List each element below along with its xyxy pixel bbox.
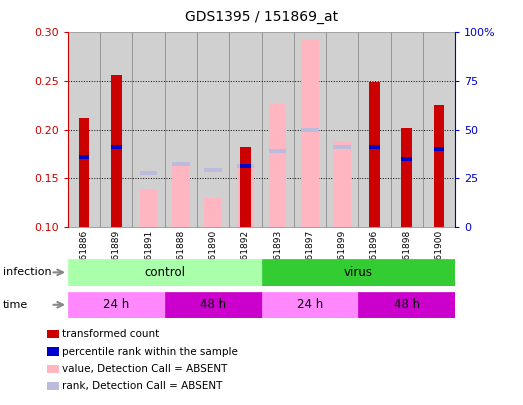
- Bar: [333, 145, 351, 149]
- Text: 24 h: 24 h: [297, 298, 323, 311]
- Bar: [100, 32, 132, 227]
- Bar: [262, 259, 455, 286]
- Bar: [240, 147, 251, 227]
- Bar: [165, 32, 197, 227]
- Text: infection: infection: [3, 267, 51, 277]
- Bar: [204, 168, 222, 173]
- Bar: [358, 32, 391, 227]
- Bar: [401, 128, 412, 227]
- Bar: [326, 32, 358, 227]
- Bar: [434, 147, 444, 151]
- Text: control: control: [144, 266, 185, 279]
- Bar: [172, 164, 190, 227]
- Bar: [140, 171, 157, 175]
- Bar: [333, 141, 351, 227]
- Bar: [301, 128, 319, 132]
- Bar: [369, 145, 380, 149]
- Bar: [369, 82, 380, 227]
- Bar: [358, 292, 455, 318]
- Bar: [391, 32, 423, 227]
- Text: value, Detection Call = ABSENT: value, Detection Call = ABSENT: [62, 364, 227, 374]
- Text: virus: virus: [344, 266, 373, 279]
- Bar: [236, 164, 254, 168]
- Bar: [262, 292, 358, 318]
- Bar: [236, 166, 254, 227]
- Text: transformed count: transformed count: [62, 329, 159, 339]
- Bar: [301, 40, 319, 227]
- Bar: [111, 75, 122, 227]
- Text: 48 h: 48 h: [394, 298, 419, 311]
- Bar: [269, 104, 287, 227]
- Bar: [165, 292, 262, 318]
- Bar: [269, 149, 287, 153]
- Bar: [68, 292, 165, 318]
- Bar: [204, 198, 222, 227]
- Bar: [294, 32, 326, 227]
- Text: 48 h: 48 h: [200, 298, 226, 311]
- Bar: [132, 32, 165, 227]
- Bar: [401, 157, 412, 161]
- Text: GDS1395 / 151869_at: GDS1395 / 151869_at: [185, 10, 338, 24]
- Text: time: time: [3, 300, 28, 309]
- Bar: [434, 105, 444, 227]
- Bar: [79, 118, 89, 227]
- Bar: [229, 32, 262, 227]
- Bar: [68, 259, 262, 286]
- Bar: [68, 32, 100, 227]
- Bar: [240, 164, 251, 168]
- Bar: [197, 32, 229, 227]
- Bar: [79, 155, 89, 159]
- Text: rank, Detection Call = ABSENT: rank, Detection Call = ABSENT: [62, 382, 222, 391]
- Text: percentile rank within the sample: percentile rank within the sample: [62, 347, 237, 356]
- Bar: [111, 145, 122, 149]
- Bar: [172, 162, 190, 166]
- Bar: [423, 32, 455, 227]
- Text: 24 h: 24 h: [103, 298, 130, 311]
- Bar: [262, 32, 294, 227]
- Bar: [140, 189, 157, 227]
